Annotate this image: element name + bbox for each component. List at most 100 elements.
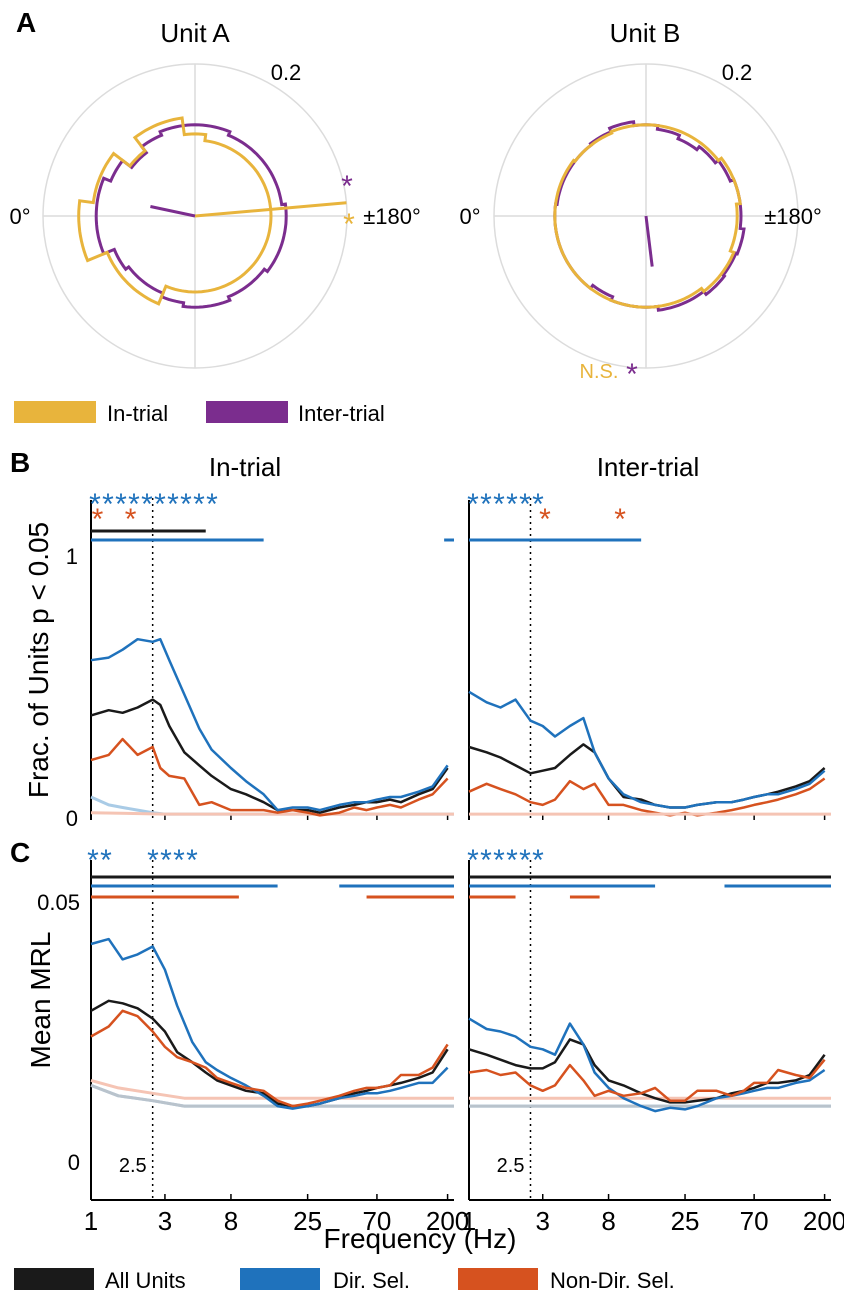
- polar-a-in-trial-vector: [194, 201, 347, 218]
- mrl-inter-blue-star-2: *: [493, 844, 505, 877]
- frac-in-blue-star-7: *: [180, 488, 192, 521]
- mrl-inter-series-dir-sel: [468, 1017, 826, 1113]
- mrl-in-blue-star-0: *: [87, 844, 99, 877]
- polar-a-title: Unit A: [160, 18, 230, 48]
- polar-unit-b: Unit B 0.2 0° ±180° N.S. *: [459, 18, 821, 391]
- frac-in-blue-star-2: *: [115, 488, 127, 521]
- mrl-in-blue-star-4: *: [173, 844, 185, 877]
- polar-b-pi-label: ±180°: [764, 204, 822, 229]
- legend-swatch-non-dir-sel: [458, 1268, 538, 1290]
- mrl-in-series-non-dir-sel: [90, 1009, 449, 1108]
- frac-inter-blue-star-1: *: [480, 488, 492, 521]
- mrl-ytick-005: 0.05: [37, 890, 80, 915]
- mrl-inter-vline-label: 2.5: [497, 1155, 525, 1177]
- frac-inter-blue-star-3: *: [506, 488, 518, 521]
- polar-b-title: Unit B: [610, 18, 681, 48]
- mrl-in-xtick-label-3: 25: [293, 1206, 322, 1236]
- legend-label-non-dir-sel: Non-Dir. Sel.: [550, 1268, 675, 1293]
- mrl-inter-blue-star-4: *: [519, 844, 531, 877]
- frac-inter-trial-title: Inter-trial: [597, 452, 700, 482]
- polar-a-in-star: *: [343, 208, 355, 241]
- mrl-in-blue-star-5: *: [186, 844, 198, 877]
- frac-inter-orange-star-0: *: [539, 503, 551, 536]
- frac-in-trial-plot: In-trial * * * * * * * * * ** *: [89, 452, 454, 820]
- polar-b-in-trial-histogram: [553, 123, 742, 309]
- frac-ytick-0: 0: [66, 806, 78, 831]
- mrl-inter-series-non-dir-sel: [468, 1058, 826, 1102]
- legend-swatch-dir-sel: [240, 1268, 320, 1290]
- polar-b-zero-label: 0°: [459, 204, 480, 229]
- polar-a-inter-trial-vector: [150, 205, 196, 218]
- legend-bc: All Units Dir. Sel. Non-Dir. Sel.: [14, 1268, 675, 1293]
- frac-ylabel: Frac. of Units p < 0.05: [23, 522, 54, 798]
- mrl-in-blue-star-1: *: [100, 844, 112, 877]
- mrl-in-vline-label: 2.5: [119, 1155, 147, 1177]
- mrl-ylabel: Mean MRL: [25, 932, 56, 1069]
- polar-b-in-trial-vector: [644, 215, 654, 267]
- frac-in-orange-star-0: *: [92, 503, 104, 536]
- mrl-in-blue-star-3: *: [160, 844, 172, 877]
- frac-inter-orange-star-1: *: [614, 503, 626, 536]
- frac-inter-series-dir-sel: [468, 690, 826, 809]
- mrl-inter-blue-star-0: *: [467, 844, 479, 877]
- legend-label-dir-sel: Dir. Sel.: [333, 1268, 410, 1293]
- mrl-inter-blue-star-5: *: [532, 844, 544, 877]
- mrl-inter-blue-star-1: *: [480, 844, 492, 877]
- frac-inter-blue-star-5: *: [532, 488, 544, 521]
- frac-in-blue-star-9: *: [206, 488, 218, 521]
- frac-in-orange-star-1: *: [125, 503, 137, 536]
- mrl-inter-xtick-label-2: 8: [601, 1206, 615, 1236]
- legend-a: In-trial Inter-trial: [14, 401, 385, 426]
- legend-swatch-in-trial: [14, 401, 96, 423]
- polar-b-inter-star: *: [626, 358, 638, 391]
- mrl-in-series-all-units-baseline: [90, 1083, 454, 1108]
- mrl-in-xtick-label-4: 70: [362, 1206, 391, 1236]
- polar-a-in-trial-histogram: [77, 116, 273, 306]
- frac-inter-blue-star-0: *: [467, 488, 479, 521]
- frac-ytick-1: 1: [66, 544, 78, 569]
- frac-inter-blue-star-2: *: [493, 488, 505, 521]
- mrl-inter-xtick-label-0: 1: [462, 1206, 476, 1236]
- polar-b-ns-label: N.S.: [580, 361, 619, 383]
- frac-inter-blue-star-4: *: [519, 488, 531, 521]
- legend-label-inter-trial: Inter-trial: [298, 401, 385, 426]
- polar-a-radial-tick: 0.2: [271, 60, 302, 85]
- polar-a-zero-label: 0°: [9, 204, 30, 229]
- frac-in-blue-star-4: *: [141, 488, 153, 521]
- polar-b-radial-tick: 0.2: [722, 60, 753, 85]
- frac-inter-series-non-dir-sel: [468, 777, 826, 817]
- polar-a-pi-label: ±180°: [363, 204, 421, 229]
- mrl-inter-xtick-label-3: 25: [671, 1206, 700, 1236]
- frac-in-series-dir-sel: [90, 637, 449, 812]
- frac-inter-trial-plot: Inter-trial * * * * * ** *: [467, 452, 831, 820]
- mrl-in-series-dir-sel: [90, 937, 449, 1110]
- legend-label-in-trial: In-trial: [107, 401, 168, 426]
- mrl-inter-xtick-label-4: 70: [740, 1206, 769, 1236]
- frac-in-blue-star-1: *: [102, 488, 114, 521]
- mrl-inter-blue-star-3: *: [506, 844, 518, 877]
- legend-swatch-inter-trial: [206, 401, 288, 423]
- frac-in-trial-title: In-trial: [209, 452, 281, 482]
- panel-label-a: A: [16, 7, 36, 38]
- legend-label-all-units: All Units: [105, 1268, 186, 1293]
- polar-a-inter-star: *: [341, 170, 353, 203]
- frac-in-blue-star-3: *: [128, 488, 140, 521]
- frac-in-blue-star-5: *: [154, 488, 166, 521]
- frac-in-series-all-units: [90, 698, 449, 814]
- mrl-inter-xtick-label-5: 200: [803, 1206, 844, 1236]
- mrl-in-xtick-label-0: 1: [84, 1206, 98, 1236]
- mrl-in-xtick-label-1: 3: [158, 1206, 172, 1236]
- frac-in-blue-star-6: *: [167, 488, 179, 521]
- frac-in-series-non-dir-sel-baseline: [90, 811, 454, 816]
- mrl-inter-xtick-label-1: 3: [536, 1206, 550, 1236]
- frac-in-blue-star-8: *: [193, 488, 205, 521]
- mrl-in-blue-star-2: *: [147, 844, 159, 877]
- panel-label-b: B: [10, 447, 30, 478]
- mrl-ytick-0: 0: [68, 1150, 80, 1175]
- mrl-in-xtick-label-2: 8: [224, 1206, 238, 1236]
- xlabel: Frequency (Hz): [324, 1223, 517, 1254]
- legend-swatch-all-units: [14, 1268, 94, 1290]
- frac-in-series-non-dir-sel: [90, 737, 449, 817]
